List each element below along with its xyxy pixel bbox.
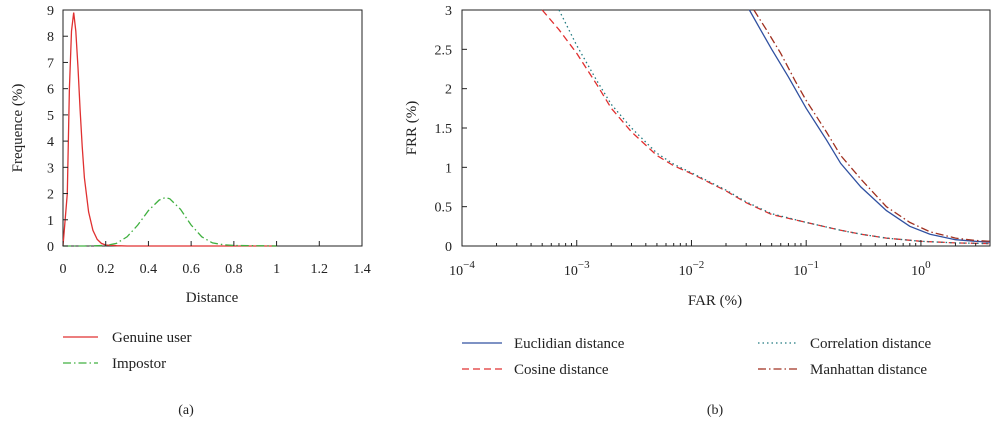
panel-b-y-tick-label: 2 [445,83,452,98]
panel-a-plot-frame [62,9,363,247]
panel-b-y-tick-label: 1 [445,161,452,176]
panel-b-series-line-cosine [541,9,991,245]
panel-b-legend-label: Correlation distance [810,336,932,352]
panel-b-plot-frame [461,9,991,247]
panel-b-x-tick-base: 10 [449,264,463,279]
panel-b-x-tick-exponent: 0 [925,259,931,271]
panel-b-x-tick-label: 10−2 [679,259,705,279]
panel-b-legend-label: Euclidian distance [514,336,625,352]
panel-b-series-line-manhattan [753,9,991,242]
panel-a-y-tick-label: 6 [47,83,54,98]
panel-b-x-tick-label: 100 [911,259,931,279]
panel-a-y-tick-label: 7 [47,56,54,71]
panel-b-y-axis-label: FRR (%) [404,101,420,156]
panel-b-x-tick-exponent: −4 [463,259,475,271]
panel-b-x-tick-label: 10−3 [564,259,590,279]
panel-a-legend: Genuine user Impostor [63,330,192,372]
panel-b-series-line-correlation [558,9,991,245]
panel-a-x-tick-label: 0.4 [140,262,158,277]
panel-b-y-tick-label: 3 [445,4,452,19]
panel-a-x-tick-label: 1.4 [353,262,371,277]
panel-b-legend-label: Cosine distance [514,362,609,378]
panel-a-legend-label: Genuine user [112,330,192,346]
panel-a-x-tick-label: 0.6 [182,262,200,277]
panel-b-y-tick-label: 1.5 [435,122,453,137]
panel-b-chart: 10−4 10−3 10−2 10−1 100 00.511.522.53 FAR (%… [404,4,991,418]
panel-b-x-tick-base: 10 [564,264,578,279]
panel-b-caption: (b) [707,403,724,418]
panel-b-series-line-euclidian [748,9,991,243]
panel-b-x-tick-base: 10 [679,264,693,279]
panel-a-y-tick-label: 3 [47,161,54,176]
panel-b-y-tick-label: 2.5 [435,43,453,58]
panel-b-y-tick-label: 0.5 [435,201,453,216]
panel-a-y-tick-label: 0 [47,240,54,255]
panel-a-y-tick-label: 4 [47,135,54,150]
panel-b-x-axis-label: FAR (%) [688,293,742,309]
panel-b-x-tick-base: 10 [911,264,925,279]
panel-b-y-tick-label: 0 [445,240,452,255]
panel-a-x-tick-label: 0 [60,262,67,277]
panel-a-y-tick-label: 1 [47,214,54,229]
panel-a-x-tick-label: 0.2 [97,262,115,277]
panel-a-y-tick-label: 5 [47,109,54,124]
panel-a-x-tick-label: 1.2 [311,262,329,277]
panel-b-legend-label: Manhattan distance [810,362,927,378]
panel-a-x-tick-label: 0.8 [225,262,243,277]
panel-a-caption: (a) [178,403,194,418]
panel-a-x-axis-label: Distance [186,290,239,306]
panel-b-x-tick-exponent: −2 [693,259,705,271]
panel-a-series-line-impostor [63,196,277,247]
panel-a-y-axis-label: Frequence (%) [10,84,26,173]
panel-b-x-tick-exponent: −3 [578,259,590,271]
panel-a-y-tick-label: 2 [47,188,54,203]
panel-b-x-tick-label: 10−1 [793,259,819,279]
panel-a-y-tick-label: 9 [47,4,54,19]
panel-b-x-tick-label: 10−4 [449,259,475,279]
panel-b-x-tick-base: 10 [793,264,807,279]
panel-a-y-tick-label: 8 [47,30,54,45]
panel-a-x-tick-label: 1 [273,262,280,277]
panel-a-chart: 0 0.2 0.4 0.6 0.8 1 1.2 1.4 0 1 2 3 4 5 6 7 8 9 Distance… [10,4,371,418]
panel-b-legend: Euclidian distance Cosine distance Correla… [462,336,932,378]
panel-b-x-tick-exponent: −1 [807,259,819,271]
panel-a-legend-label: Impostor [112,356,166,372]
panel-a-series-line-genuine-user [62,12,277,247]
